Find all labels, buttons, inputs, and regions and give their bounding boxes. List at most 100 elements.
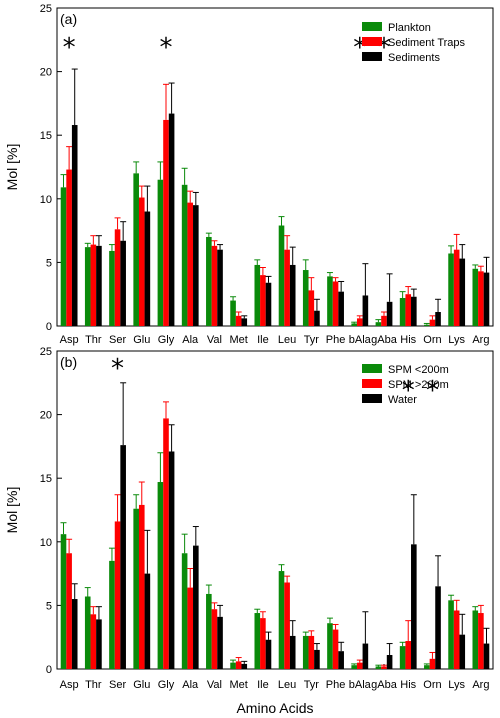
panel-b: 0 5 10 15 20 25 Mol [%] (b) Asp Thr Ser Glu Gly Ala Va… <box>4 346 494 691</box>
panel-b-bar <box>84 596 91 669</box>
panel-a-bar <box>308 290 315 326</box>
panel-a-bar <box>133 173 139 326</box>
panel-b-bar <box>478 613 484 669</box>
panel-b-legend-swatch <box>362 379 382 388</box>
panel-b-xtick-label: Lys <box>448 679 465 691</box>
panel-b-bar <box>375 666 382 669</box>
panel-a-legend-swatch <box>362 52 382 61</box>
panel-b-bar <box>181 553 188 669</box>
panel-b-significance-star: * <box>426 376 439 406</box>
panel-a-bar <box>351 323 357 326</box>
panel-a-bar <box>429 319 436 326</box>
panel-a-bar <box>362 295 369 326</box>
panel-a-xtick-label: Phe <box>326 334 346 346</box>
panel-b-xtick-label: Arg <box>472 679 489 691</box>
panel-a-legend-swatch <box>362 37 382 46</box>
panel-b-bar <box>109 560 115 669</box>
panel-a-frame <box>56 7 494 327</box>
panel-b-bar <box>120 445 126 669</box>
panel-a-bar <box>289 264 296 326</box>
panel-b-xtick-label: Asp <box>60 679 79 691</box>
panel-a-bar <box>338 291 344 326</box>
panel-b-bar <box>241 663 248 669</box>
panel-a-bar <box>193 205 199 326</box>
panel-b-significance-star: * <box>111 354 124 384</box>
panel-b-bar <box>168 451 175 669</box>
panel-b-bar <box>308 635 315 669</box>
panel-b-bar <box>138 504 145 669</box>
panel-b-ytick-label: 5 <box>46 600 52 612</box>
panel-b-bar <box>230 662 236 669</box>
panel-a-bar <box>284 249 290 326</box>
panel-a-xtick-label: Val <box>207 334 222 346</box>
panel-a-xtick-label: Glu <box>133 334 150 346</box>
panel-a-bar <box>424 324 430 326</box>
panel-b-significance-star: * <box>402 376 415 406</box>
panel-a-bar <box>453 249 460 326</box>
panel-a-bar <box>109 250 115 326</box>
panel-a-bar <box>84 247 91 326</box>
panel-b-label: (b) <box>60 354 77 370</box>
panel-b-bar <box>362 643 369 669</box>
panel-b-bar <box>114 521 121 669</box>
panel-b-bar <box>71 599 78 669</box>
panel-a-bar <box>230 300 236 326</box>
panel-a-xtick-label: Orn <box>423 334 441 346</box>
panel-a-bar <box>278 225 285 326</box>
panel-a-bar <box>60 187 67 326</box>
panel-b-bar <box>399 646 406 669</box>
panel-a-xtick-label: Arg <box>472 334 489 346</box>
panel-a-bar <box>483 272 490 326</box>
panel-b-ytick-label: 20 <box>40 410 52 422</box>
panel-b-bar <box>411 544 417 669</box>
panel-b-legend-swatch <box>362 394 382 403</box>
panel-b-bar <box>386 655 393 669</box>
panel-a-xtick-label: Ile <box>257 334 269 346</box>
panel-b-bar <box>187 587 194 669</box>
panel-a-bar <box>114 229 121 326</box>
panel-b-xtick-label: Phe <box>326 679 346 691</box>
panel-a-xtick-label: Gly <box>158 334 175 346</box>
panel-b-bar <box>60 534 67 669</box>
panel-a-bar <box>217 249 223 326</box>
panel-b-bar <box>381 666 387 669</box>
panel-a-bar <box>399 298 406 326</box>
panel-b-bar <box>289 635 296 669</box>
panel-b-bar <box>327 623 333 669</box>
panel-b-xtick-label: Tyr <box>304 679 320 691</box>
panel-a-xtick-label: His <box>400 334 416 346</box>
panel-b-bar <box>163 418 169 669</box>
panel-b-xtick-label: Leu <box>278 679 296 691</box>
panel-b-xtick-label: Thr <box>85 679 102 691</box>
panel-b-xtick-label: bAla <box>349 679 372 691</box>
panel-a-xtick-label: gAba <box>371 334 398 346</box>
panel-a-ytick-label: 20 <box>40 67 52 79</box>
panel-a-bar <box>381 315 387 326</box>
panel-a-bar <box>163 119 169 326</box>
panel-a-ytick-label: 25 <box>40 3 52 15</box>
x-axis-label: Amino Acids <box>236 700 313 716</box>
panel-a-xtick-label: Ala <box>182 334 199 346</box>
panel-b-ytick-label: 10 <box>40 537 52 549</box>
panel-a-bar <box>327 276 333 326</box>
panel-a-xtick-label: Ser <box>109 334 126 346</box>
panel-b-xtick-label: Met <box>229 679 247 691</box>
panel-a-bar <box>314 310 320 326</box>
panel-a-bar <box>71 125 78 326</box>
panel-b-bar <box>211 609 218 669</box>
panel-a-ytick-label: 15 <box>40 130 52 142</box>
panel-b-bar <box>302 635 309 669</box>
panel-a-bar <box>241 318 248 326</box>
panel-a-legend-entry: Sediments <box>388 52 440 64</box>
panel-b-bar <box>405 641 412 669</box>
panel-a-significance-star: * <box>160 33 173 63</box>
panel-a-bar <box>265 282 272 326</box>
panel-b-bar <box>483 643 490 669</box>
panel-b-xtick-label: Val <box>207 679 222 691</box>
panel-a-bar <box>356 318 363 326</box>
panel-a-xtick-label: Tyr <box>304 334 320 346</box>
panel-a-bar <box>448 253 454 326</box>
panel-b-bar <box>217 616 223 669</box>
panel-a-bar <box>206 236 212 326</box>
